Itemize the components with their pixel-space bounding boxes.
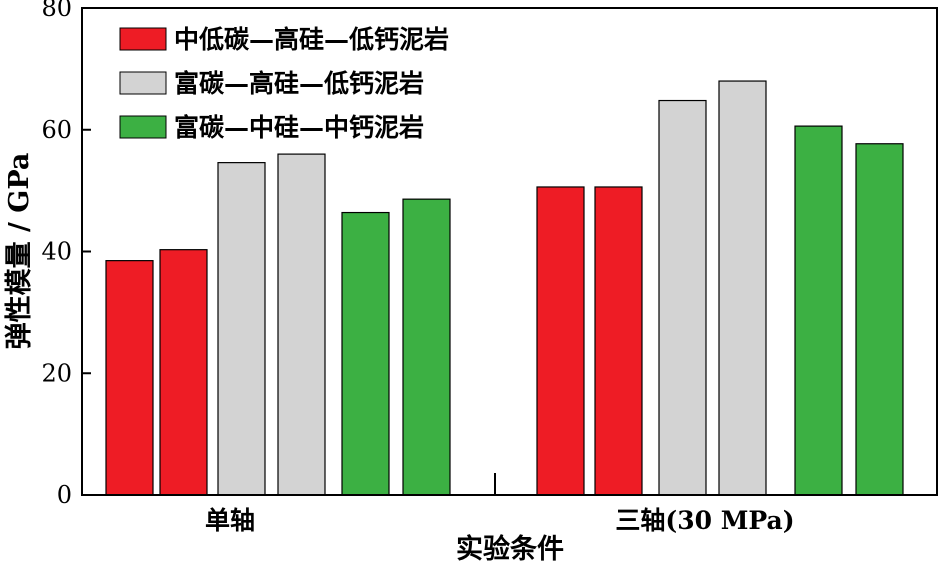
x-axis-title: 实验条件 xyxy=(456,533,564,565)
legend-label: 中低碳—高硅—低钙泥岩 xyxy=(174,25,449,54)
bar-2-1-1 xyxy=(855,143,904,496)
bar-0-0-1 xyxy=(159,249,208,496)
bar-1-1-0 xyxy=(658,99,707,496)
bar-1-1-1 xyxy=(718,80,767,496)
bar-2-0-1 xyxy=(402,198,451,496)
x-category-label: 三轴(30 MPa) xyxy=(615,506,794,535)
bar-0-1-1 xyxy=(594,186,643,496)
legend-swatch xyxy=(119,115,167,139)
y-tick-label: 80 xyxy=(41,0,72,22)
y-tick-label: 40 xyxy=(41,238,72,266)
bar-0-0-0 xyxy=(105,260,154,496)
y-tick-label: 20 xyxy=(41,359,72,387)
bar-1-0-1 xyxy=(277,153,326,496)
bar-1-0-0 xyxy=(217,162,266,496)
legend-label: 富碳—高硅—低钙泥岩 xyxy=(174,69,424,98)
bar-0-1-0 xyxy=(536,186,585,496)
bars-layer xyxy=(105,80,904,496)
y-tick-label: 60 xyxy=(41,116,72,144)
x-category-label: 单轴 xyxy=(205,506,255,535)
legend-swatch xyxy=(119,27,167,51)
bar-2-0-0 xyxy=(341,211,390,496)
y-axis-title: 弹性模量 / GPa xyxy=(4,153,35,350)
legend-swatch xyxy=(119,71,167,95)
legend-label: 富碳—中硅—中钙泥岩 xyxy=(174,113,424,142)
y-tick-label: 0 xyxy=(57,481,72,509)
axes-layer: 0 20 40 60 80 单轴 三轴(30 MPa) xyxy=(41,0,938,535)
bar-2-1-0 xyxy=(794,125,843,496)
